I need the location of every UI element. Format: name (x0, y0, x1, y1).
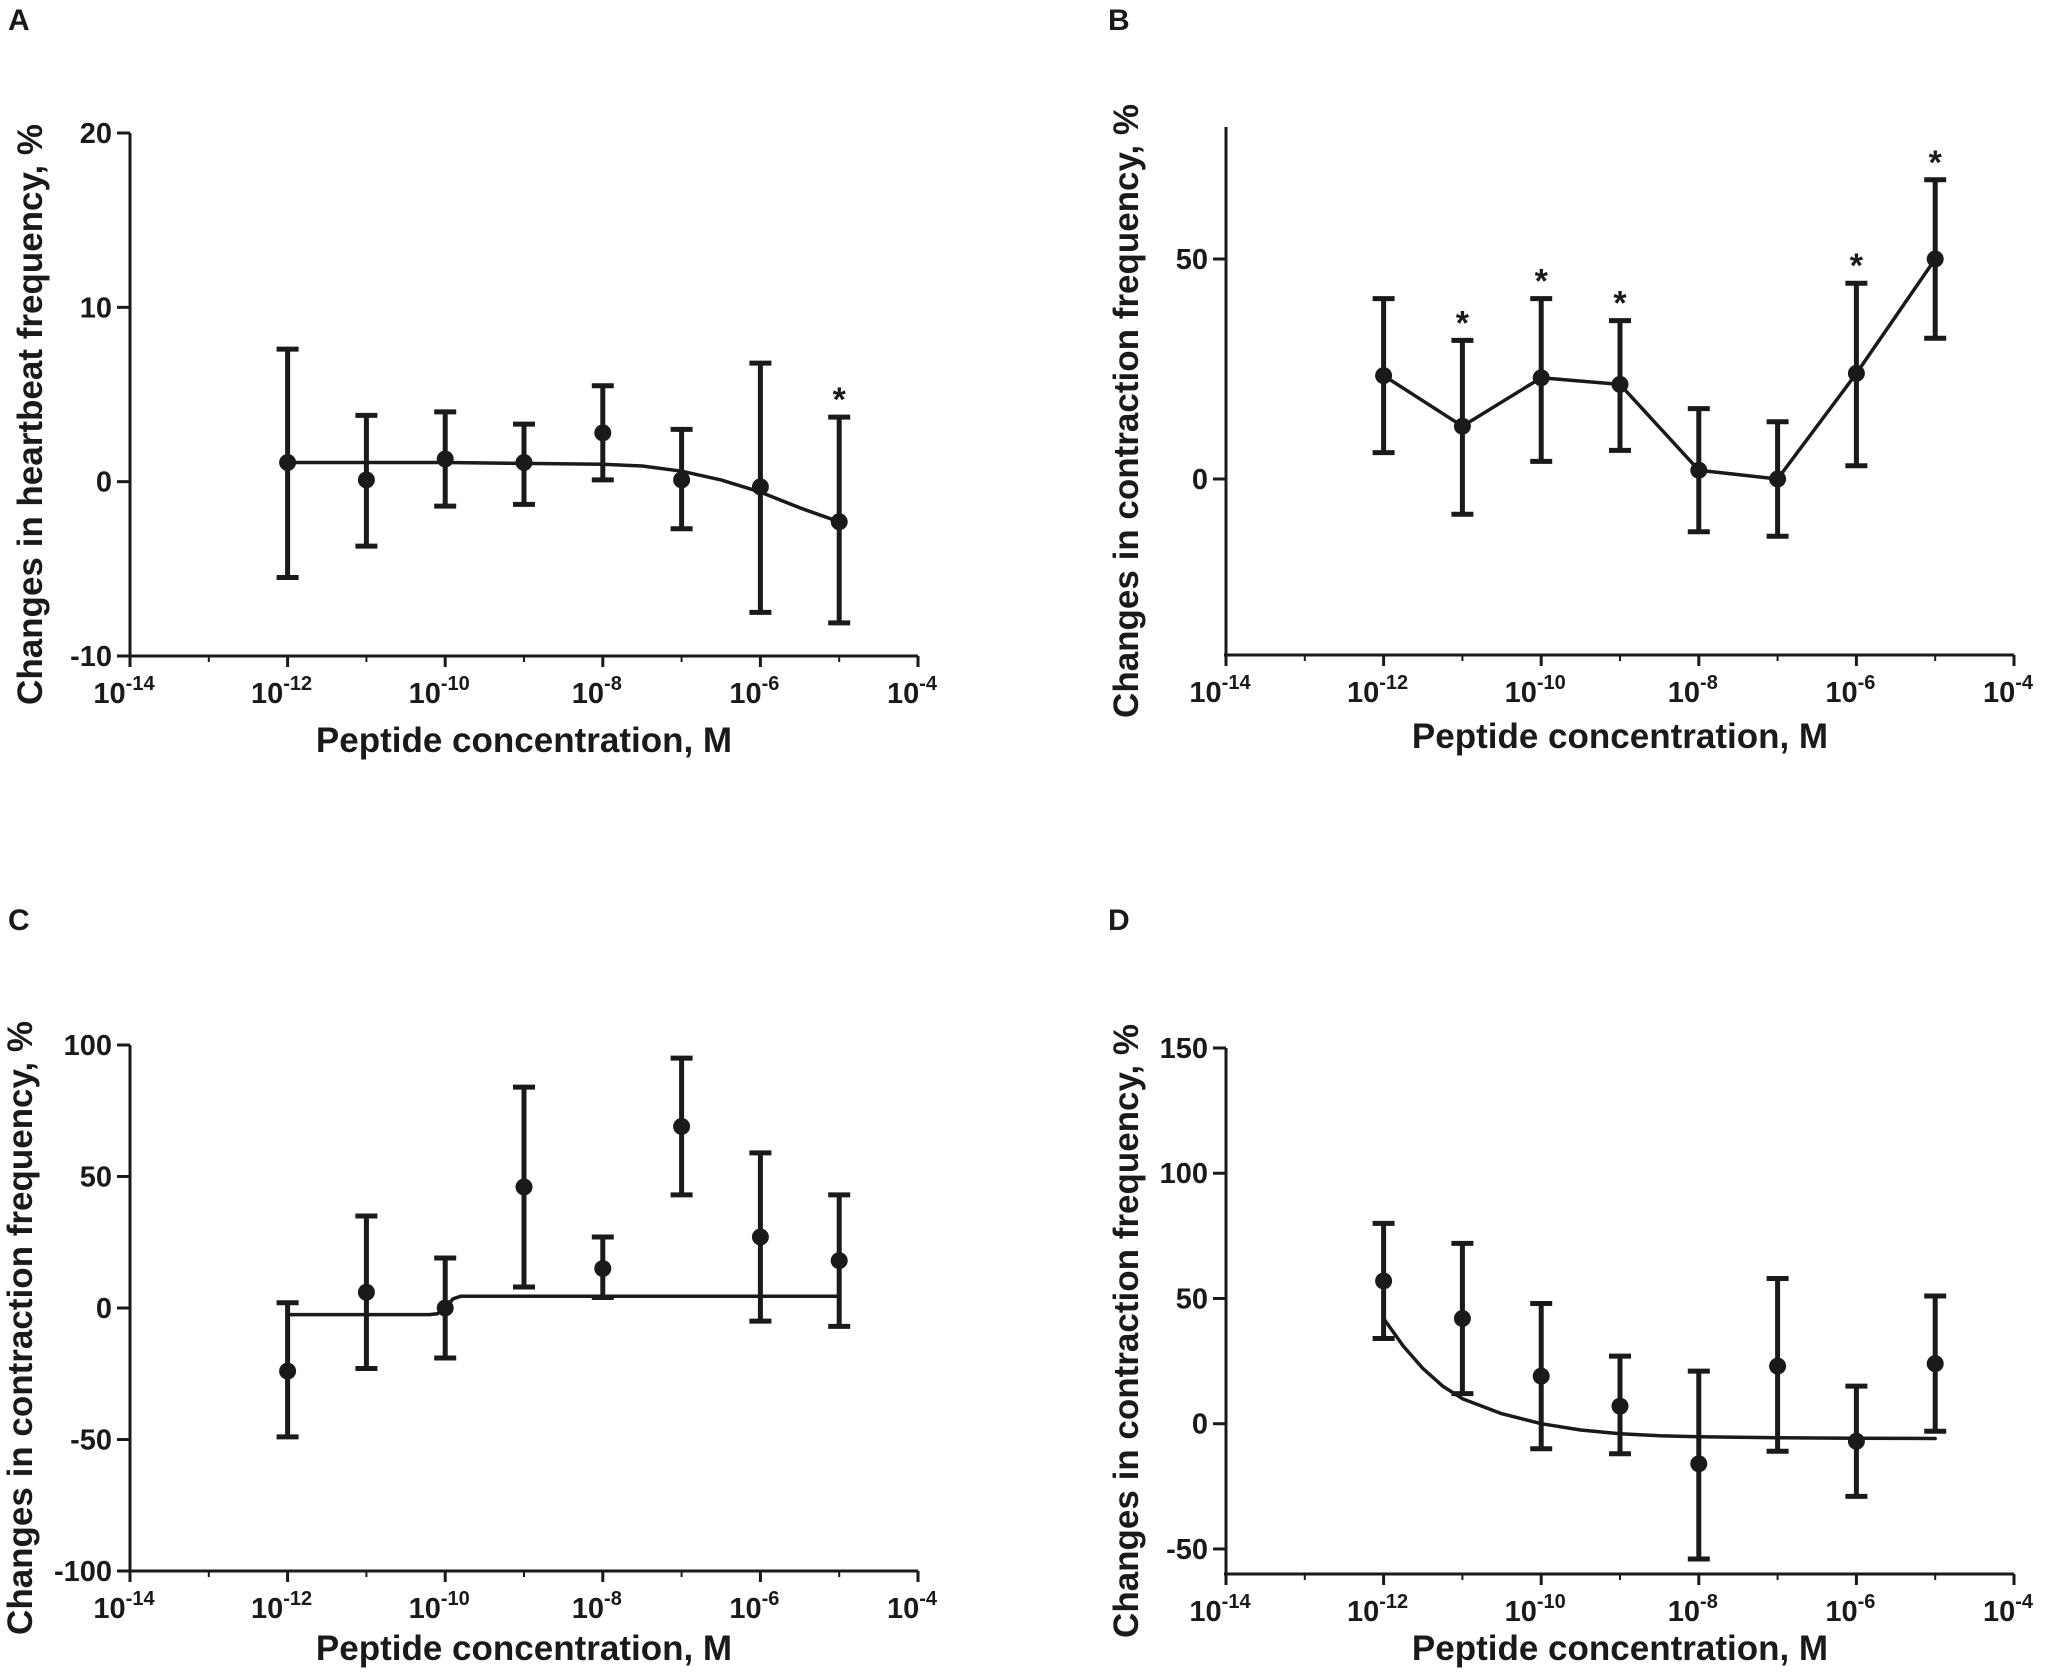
y-tick-label: 100 (1160, 1158, 1208, 1190)
x-axis-title: Peptide concentration, M (316, 1629, 732, 1668)
fit-curve (285, 460, 841, 524)
x-tick-label: 10-4 (1983, 672, 2034, 709)
y-tick-label: -10 (70, 641, 112, 673)
data-point (515, 453, 533, 471)
significance-marker: * (1929, 144, 1943, 182)
data-point (515, 1178, 533, 1196)
x-tick-label: 10-12 (1347, 1591, 1408, 1628)
significance-marker: * (1850, 247, 1864, 285)
data-point (1375, 367, 1393, 385)
y-tick-label: 0 (96, 467, 112, 499)
x-tick-label: 10-14 (1189, 1591, 1251, 1628)
data-point (1611, 1397, 1629, 1415)
x-tick-label: 10-14 (93, 673, 155, 710)
data-point (673, 471, 691, 489)
data-point (357, 471, 375, 489)
fit-curve (1381, 257, 1937, 481)
data-point (279, 1362, 297, 1380)
panel-letter: D (1108, 904, 1130, 937)
significance-marker: * (833, 381, 847, 419)
y-axis-title: Changes in heartbeat frequency, % (11, 124, 50, 705)
data-point (357, 1283, 375, 1301)
data-point (1532, 369, 1550, 387)
data-point (1769, 470, 1787, 488)
panel-letter: A (8, 4, 30, 37)
y-tick-label: 10 (80, 292, 112, 324)
y-tick-label: 150 (1160, 1033, 1208, 1065)
data-point (1453, 417, 1471, 435)
x-tick-label: 10-14 (1189, 672, 1251, 709)
data-point (594, 424, 612, 442)
data-point (436, 450, 454, 468)
y-tick-label: -100 (54, 1556, 112, 1588)
x-tick-label: 10-10 (409, 1588, 470, 1625)
x-tick-label: 10-8 (572, 673, 622, 710)
data-point (1375, 1272, 1393, 1290)
x-axis-title: Peptide concentration, M (1412, 717, 1828, 756)
x-tick-label: 10-8 (572, 1588, 622, 1625)
data-point (751, 478, 769, 496)
data-point (1453, 1310, 1471, 1328)
y-axis-title: Changes in contraction frequency, % (1107, 1024, 1146, 1638)
data-point (1926, 250, 1944, 268)
x-tick-label: 10-6 (729, 1588, 779, 1625)
data-point (1926, 1355, 1944, 1373)
y-tick-label: -50 (70, 1425, 112, 1457)
data-point (751, 1228, 769, 1246)
y-tick-label: 20 (80, 118, 112, 150)
y-tick-label: 50 (80, 1162, 112, 1194)
x-tick-label: 10-4 (887, 1588, 938, 1625)
y-tick-label: 50 (1176, 244, 1208, 276)
significance-marker: * (1613, 285, 1627, 323)
data-point (1690, 1455, 1708, 1473)
x-tick-label: 10-6 (729, 673, 779, 710)
y-tick-label: 0 (1192, 1409, 1208, 1441)
data-point (830, 1252, 848, 1270)
data-point (1847, 1432, 1865, 1450)
data-point (436, 1299, 454, 1317)
panel-letter: B (1108, 4, 1130, 37)
x-tick-label: 10-12 (251, 673, 312, 710)
x-tick-label: 10-10 (1505, 672, 1566, 709)
data-point (830, 513, 848, 531)
y-tick-label: 50 (1176, 1283, 1208, 1315)
x-tick-label: 10-6 (1825, 1591, 1875, 1628)
data-point (1847, 364, 1865, 382)
x-tick-label: 10-8 (1668, 672, 1718, 709)
data-point (673, 1118, 691, 1136)
x-tick-label: 10-10 (1505, 1591, 1566, 1628)
fit-curve (1381, 1316, 1937, 1441)
x-tick-label: 10-14 (93, 1588, 155, 1625)
data-point (1690, 461, 1708, 479)
x-tick-label: 10-12 (1347, 672, 1408, 709)
panel-letter: C (8, 904, 30, 937)
y-tick-label: 100 (64, 1030, 112, 1062)
data-point (279, 453, 297, 471)
x-tick-label: 10-8 (1668, 1591, 1718, 1628)
data-point (594, 1260, 612, 1278)
x-axis-title: Peptide concentration, M (316, 721, 732, 760)
y-axis-title: Changes in contraction frequency, % (1107, 104, 1146, 718)
y-axis-title: Changes in contraction frequency, % (1, 1021, 40, 1635)
panel-b: B 10-14 10-12 10-10 10-8 10-6 10-4 0 50 Peptide c… (1107, 4, 2034, 756)
data-point (1611, 375, 1629, 393)
significance-marker: * (1535, 263, 1549, 301)
data-point (1769, 1357, 1787, 1375)
significance-marker: * (1456, 304, 1470, 342)
panel-c: C 10-14 10-12 10-10 10-8 10-6 10-4 -100 -50 0 50 10… (1, 904, 938, 1668)
y-tick-label: 0 (1192, 464, 1208, 496)
x-tick-label: 10-4 (887, 673, 938, 710)
panel-d: D 10-14 10-12 10-10 10-8 10-6 10-4 -50 0 50 100 150… (1107, 904, 2034, 1668)
y-tick-label: -50 (1166, 1534, 1208, 1566)
data-point (1532, 1367, 1550, 1385)
panel-a: A 10-14 10-12 10-10 10-8 10-6 10-4 -10 0 10 20 Pept… (8, 4, 938, 760)
x-tick-label: 10-10 (409, 673, 470, 710)
x-tick-label: 10-12 (251, 1588, 312, 1625)
y-tick-label: 0 (96, 1293, 112, 1325)
x-axis-title: Peptide concentration, M (1412, 1629, 1828, 1668)
x-tick-label: 10-6 (1825, 672, 1875, 709)
x-tick-label: 10-4 (1983, 1591, 2034, 1628)
